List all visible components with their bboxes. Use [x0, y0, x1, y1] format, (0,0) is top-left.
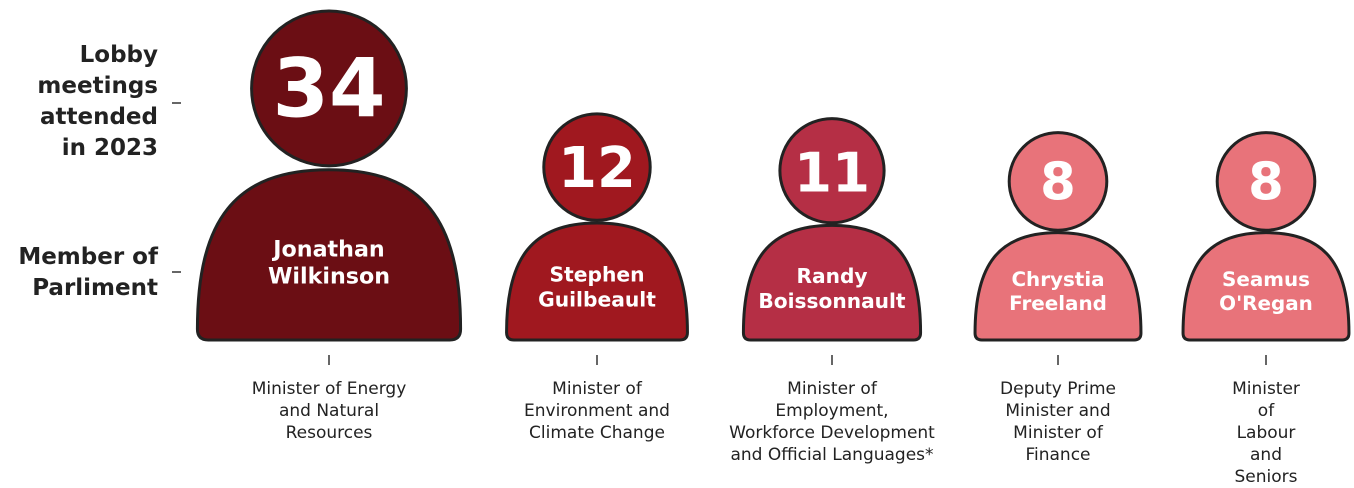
person	[195, 9, 463, 342]
person-name: Chrystia Freeland	[1009, 267, 1107, 315]
value-label: 12	[558, 136, 636, 202]
person-head	[1215, 131, 1317, 232]
chart: Lobby meetings attended in 2023 Member o…	[18, 9, 1351, 487]
row-label: Lobby meetings attended in 2023	[37, 42, 158, 161]
person-body	[741, 223, 923, 342]
role-label: Minister of Energy and Natural Resources	[251, 379, 407, 443]
role-label: Deputy Prime Minister and Minister of Fi…	[1000, 379, 1116, 465]
value-label: 11	[793, 140, 871, 205]
value-label: 8	[1248, 152, 1284, 213]
person-head	[778, 117, 886, 225]
role-label: Minister of Employment, Workforce Develo…	[729, 379, 935, 465]
row-label: Member of Parliment	[18, 244, 158, 301]
person-name: Jonathan Wilkinson	[267, 236, 391, 290]
person	[505, 112, 689, 342]
person-body	[195, 168, 463, 342]
role-label: Minister of Labour and Seniors	[1232, 379, 1300, 487]
role-label: Minister of Environment and Climate Chan…	[524, 379, 670, 443]
person-name: Seamus O'Regan	[1219, 267, 1313, 315]
value-label: 34	[272, 42, 386, 137]
pictogram	[172, 9, 1351, 365]
person-body	[973, 231, 1143, 342]
person-head	[250, 9, 408, 168]
value-label: 8	[1040, 152, 1076, 213]
person-body	[505, 221, 689, 342]
person	[973, 131, 1143, 342]
person-head	[1007, 131, 1109, 232]
person	[741, 117, 923, 342]
person	[1181, 131, 1351, 342]
person-name: Randy Boissonnault	[758, 264, 906, 313]
person-name: Stephen Guilbeault	[538, 263, 656, 312]
person-head	[542, 112, 652, 222]
person-body	[1181, 231, 1351, 342]
